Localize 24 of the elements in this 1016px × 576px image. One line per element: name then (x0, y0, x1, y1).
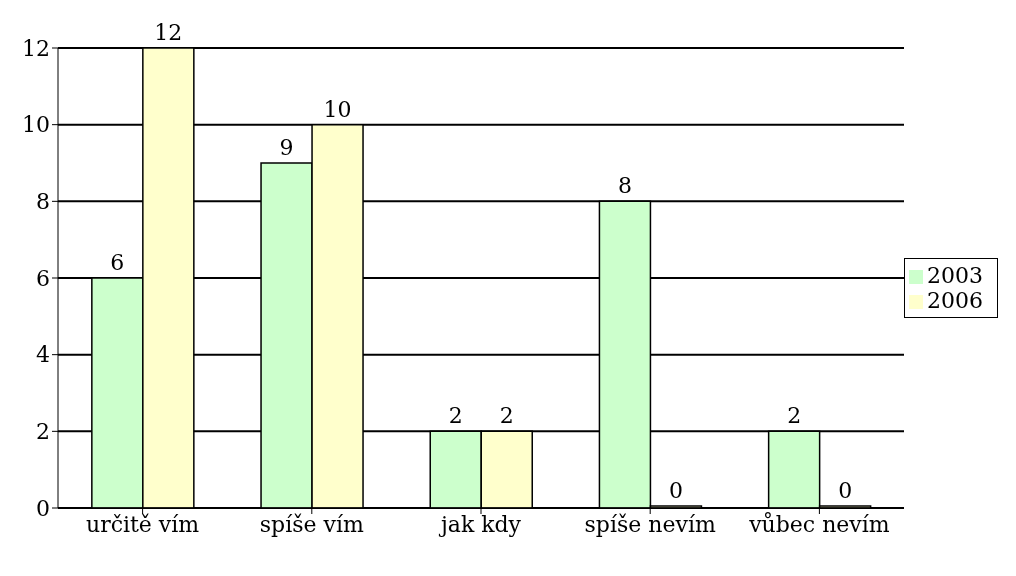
data-label: 6 (110, 250, 125, 275)
x-tick-label: spíše nevím (584, 511, 716, 537)
data-label: 12 (154, 20, 183, 45)
data-label: 9 (279, 135, 294, 160)
y-tick-label: 8 (36, 189, 50, 215)
legend-label: 2003 (927, 263, 983, 288)
data-label: 0 (838, 478, 853, 503)
data-label: 2 (787, 403, 802, 429)
y-tick-label: 0 (36, 495, 50, 521)
x-tick-label: určitě vím (85, 511, 200, 537)
data-label: 8 (617, 173, 632, 199)
data-label: 10 (323, 96, 352, 122)
data-label: 2 (499, 403, 514, 429)
x-tick-label: spíše vím (259, 511, 364, 537)
y-tick-label: 2 (36, 419, 50, 445)
legend-label: 2006 (927, 288, 983, 313)
data-label: 2 (448, 403, 463, 429)
x-tick-label: jak kdy (437, 511, 522, 537)
y-tick-label: 12 (22, 35, 50, 61)
data-label: 0 (668, 478, 683, 503)
y-tick-label: 10 (22, 112, 50, 138)
y-tick-label: 4 (36, 342, 50, 368)
y-tick-label: 6 (36, 265, 50, 291)
x-tick-label: vůbec nevím (748, 510, 890, 537)
